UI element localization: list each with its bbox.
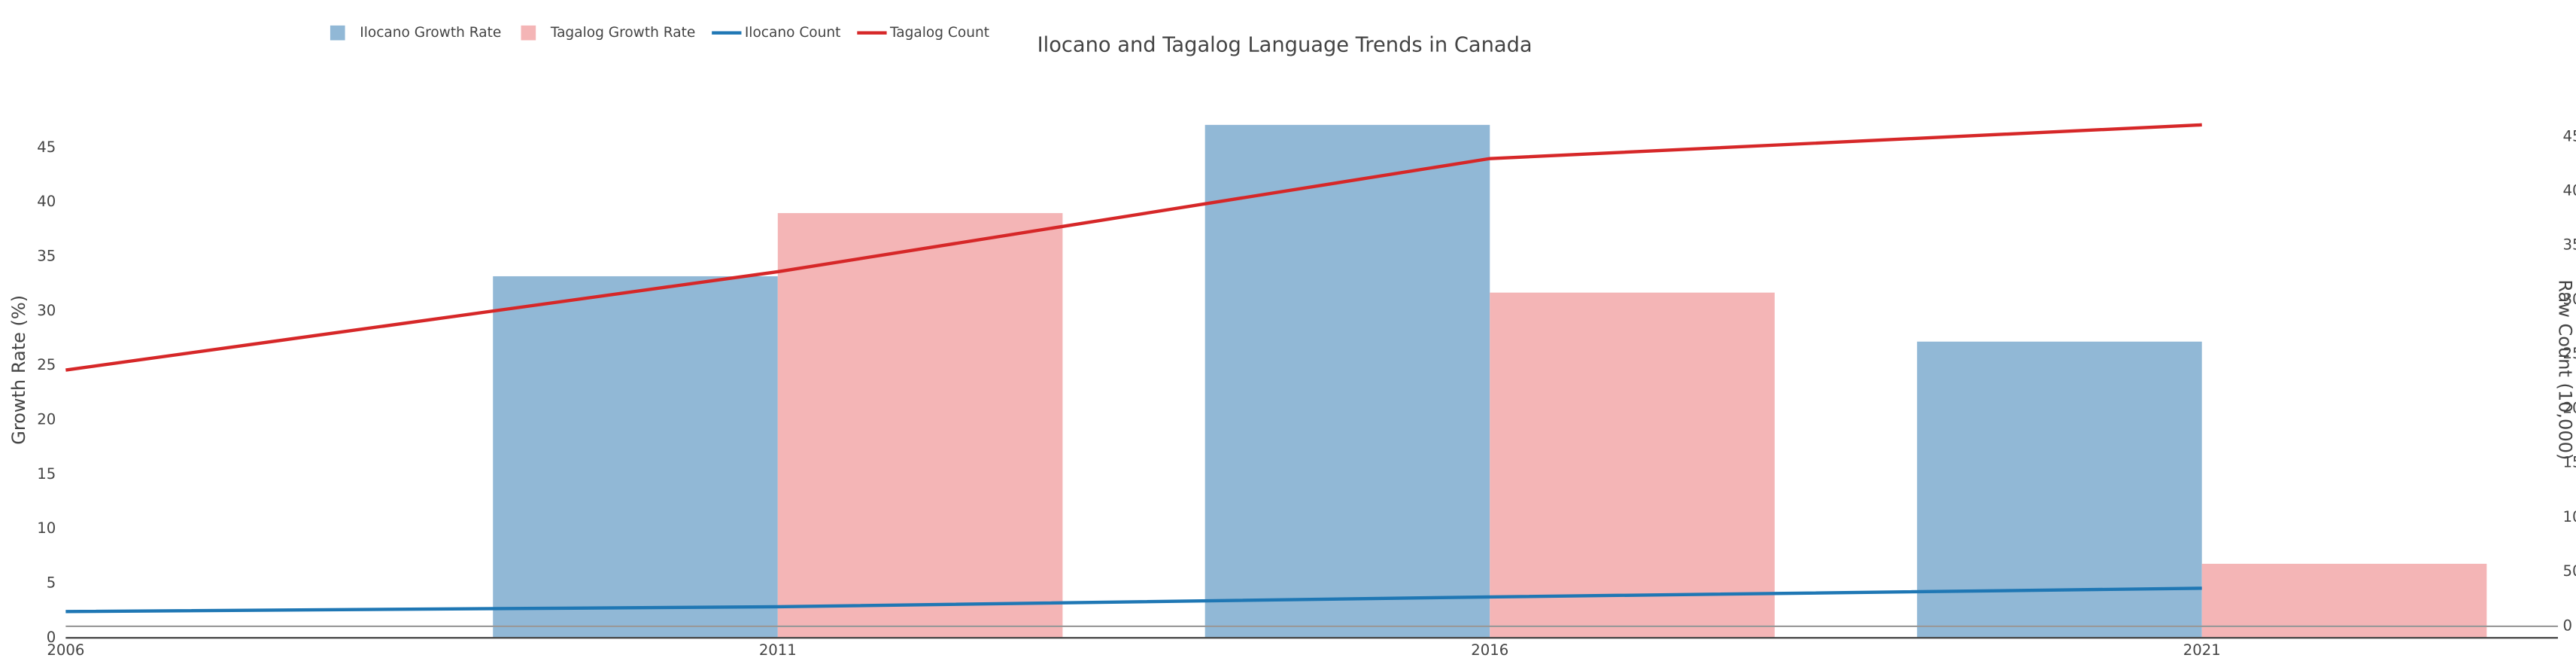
x-tick-label: 2006	[47, 641, 84, 659]
y2-tick-label: 350	[2563, 236, 2576, 254]
y2-tick-label: 200	[2563, 399, 2576, 416]
y2-tick-label: 50	[2563, 562, 2576, 580]
y-tick-label: 25	[37, 356, 56, 373]
plot-root: Ilocano and Tagalog Language Trends in C…	[8, 25, 2576, 659]
y2-tick-label: 400	[2563, 181, 2576, 199]
legend-label: Tagalog Growth Rate	[550, 25, 696, 41]
y-tick-label: 5	[47, 574, 56, 591]
y-tick-label: 45	[37, 139, 56, 156]
x-tick-label: 2021	[2183, 641, 2221, 659]
chart-title: Ilocano and Tagalog Language Trends in C…	[1037, 34, 1533, 57]
bar	[493, 276, 778, 638]
y-tick-label: 15	[37, 465, 56, 483]
x-tick-label: 2011	[759, 641, 797, 659]
x-tick-label: 2016	[1471, 641, 1508, 659]
y-tick-label: 10	[37, 519, 56, 537]
y-tick-label: 0	[47, 629, 56, 646]
y-tick-label: 35	[37, 247, 56, 264]
y2-axis-title: Raw Count (10,000)	[2555, 279, 2576, 460]
bar	[1204, 124, 1490, 638]
y-tick-label: 40	[37, 193, 56, 210]
legend-swatch	[521, 25, 536, 41]
legend-swatch	[330, 25, 345, 41]
y2-tick-label: 300	[2563, 291, 2576, 308]
y2-tick-label: 0	[2563, 617, 2573, 634]
legend-label: Ilocano Growth Rate	[360, 25, 501, 41]
bar	[777, 213, 1063, 638]
y2-tick-label: 250	[2563, 345, 2576, 362]
y2-tick-label: 100	[2563, 508, 2576, 525]
y-tick-label: 30	[37, 302, 56, 319]
y2-tick-label: 450	[2563, 127, 2576, 145]
y-axis-title: Growth Rate (%)	[8, 295, 29, 445]
bar	[1490, 292, 1775, 638]
y-tick-label: 20	[37, 410, 56, 428]
line	[65, 123, 2202, 372]
y2-tick-label: 150	[2563, 454, 2576, 471]
bars	[493, 124, 2487, 638]
bar	[1917, 341, 2202, 638]
legend-label: Tagalog Count	[889, 25, 989, 41]
legend-label: Ilocano Count	[745, 25, 841, 41]
line	[65, 586, 2202, 614]
